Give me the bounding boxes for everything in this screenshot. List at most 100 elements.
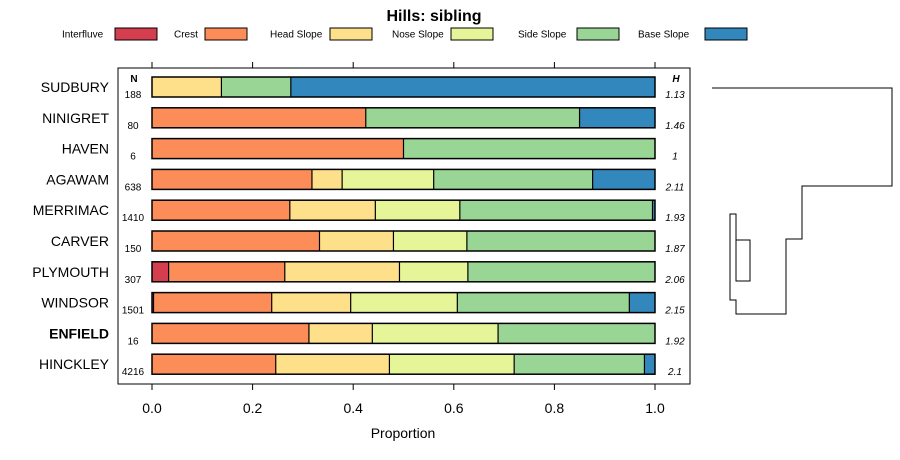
plot-frame bbox=[117, 67, 691, 385]
bar-segment-nose-slope bbox=[399, 261, 468, 282]
bar-segment-crest bbox=[168, 261, 285, 282]
h-value: 1.92 bbox=[665, 336, 685, 347]
h-value: 2.11 bbox=[665, 182, 685, 193]
bar-segment-nose-slope bbox=[375, 200, 460, 221]
bar-segment-nose-slope bbox=[342, 169, 434, 190]
bar-segment-base-slope bbox=[644, 354, 655, 375]
legend-swatch-base-slope bbox=[704, 27, 748, 41]
bar-outline bbox=[151, 107, 656, 129]
bar-segment-crest bbox=[152, 200, 290, 221]
bar-outline bbox=[151, 291, 656, 314]
bar-segment-side-slope bbox=[459, 200, 653, 221]
n-value: 16 bbox=[127, 336, 139, 347]
x-axis-label: Proportion bbox=[371, 425, 436, 441]
legend-swatch-head-slope bbox=[329, 27, 373, 41]
row-haven: HAVEN 6 1 bbox=[62, 137, 678, 163]
h-value: 1.87 bbox=[665, 244, 685, 255]
bar-segment-side-slope bbox=[457, 292, 630, 313]
bar-segment-nose-slope bbox=[372, 323, 499, 344]
x-tick-label: 0.6 bbox=[444, 400, 464, 416]
row-merrimac: MERRIMAC 1410 1.93 bbox=[33, 199, 685, 224]
bar-segment-head-slope bbox=[275, 354, 390, 375]
row-plymouth: PLYMOUTH 307 2.06 bbox=[32, 261, 685, 286]
legend: Interfluve Crest Head Slope Nose Slope Side … bbox=[62, 27, 748, 41]
row-hinckley: HINCKLEY 4216 2.1 bbox=[39, 353, 682, 378]
row-enfield: ENFIELD 16 1.92 bbox=[49, 322, 685, 347]
bar-segment-base-slope bbox=[592, 169, 655, 190]
category-label: SUDBURY bbox=[41, 79, 110, 95]
category-label: CARVER bbox=[51, 233, 109, 249]
row-sudbury: SUDBURY 188 1.13 bbox=[41, 76, 685, 101]
bar-segment-nose-slope bbox=[393, 231, 467, 251]
h-value: 1.46 bbox=[665, 121, 685, 132]
n-value: 1410 bbox=[122, 213, 145, 224]
bar-segment-interfluve bbox=[152, 292, 154, 313]
bar-segment-head-slope bbox=[308, 323, 373, 344]
bar-segment-side-slope bbox=[498, 323, 655, 344]
n-value: 6 bbox=[130, 152, 136, 163]
legend-label-crest: Crest bbox=[174, 30, 198, 41]
bar-segment-side-slope bbox=[466, 231, 655, 251]
bar-outline bbox=[151, 353, 656, 375]
x-tick-label: 1.0 bbox=[645, 400, 665, 416]
bar-segment-side-slope bbox=[221, 77, 291, 97]
bar-segment-crest bbox=[152, 354, 276, 375]
x-tick-label: 0.4 bbox=[343, 400, 363, 416]
n-value: 4216 bbox=[122, 367, 145, 378]
bar-segment-base-slope bbox=[579, 107, 655, 128]
legend-label-interfluve: Interfluve bbox=[62, 30, 104, 41]
category-label: WINDSOR bbox=[41, 295, 109, 311]
legend-swatch-nose-slope bbox=[450, 27, 494, 41]
bar-segment-crest bbox=[152, 323, 309, 344]
bar-outline bbox=[151, 199, 656, 221]
h-value: 1.93 bbox=[665, 213, 685, 224]
h-value: 2.06 bbox=[664, 275, 685, 286]
n-value: 307 bbox=[125, 275, 142, 286]
bar-segment-crest bbox=[152, 107, 366, 128]
bar-segment-crest bbox=[152, 138, 404, 159]
legend-label-base-slope: Base Slope bbox=[638, 30, 690, 41]
n-value: 1501 bbox=[122, 306, 145, 317]
bar-outline bbox=[151, 137, 656, 160]
bar-segment-head-slope bbox=[271, 292, 351, 313]
legend-label-nose-slope: Nose Slope bbox=[392, 30, 444, 41]
bar-segment-head-slope bbox=[319, 231, 394, 251]
x-tick-label: 0.2 bbox=[243, 400, 263, 416]
legend-label-head-slope: Head Slope bbox=[270, 30, 323, 41]
bar-segment-side-slope bbox=[403, 138, 655, 159]
legend-swatch-crest bbox=[204, 27, 248, 41]
bar-segment-nose-slope bbox=[350, 292, 458, 313]
row-windsor: WINDSOR 1501 2.15 bbox=[41, 291, 685, 317]
bar-segment-crest bbox=[152, 169, 312, 190]
category-label: ENFIELD bbox=[49, 325, 109, 341]
bar-segment-head-slope bbox=[152, 77, 222, 97]
legend-swatch-interfluve bbox=[114, 27, 158, 41]
bar-segment-head-slope bbox=[289, 200, 376, 221]
category-label: HAVEN bbox=[62, 141, 109, 157]
bar-segment-interfluve bbox=[152, 261, 169, 282]
h-column-header: H bbox=[672, 74, 680, 85]
bar-segment-side-slope bbox=[365, 107, 580, 128]
bar-segment-crest bbox=[152, 231, 320, 251]
category-label: NINIGRET bbox=[42, 110, 109, 126]
bar-rows: SUDBURY 188 1.13 NINIGRET 80 1.46 HAVEN 6 1 AGAWA… bbox=[32, 76, 685, 378]
bar-segment-base-slope bbox=[652, 200, 655, 221]
dendrogram bbox=[712, 87, 893, 315]
row-ninigret: NINIGRET 80 1.46 bbox=[42, 107, 685, 132]
n-value: 150 bbox=[125, 244, 142, 255]
bar-outline bbox=[151, 322, 656, 345]
n-column-header: N bbox=[130, 74, 137, 85]
bar-outline bbox=[151, 261, 656, 283]
bar-segment-head-slope bbox=[311, 169, 343, 190]
bar-segment-side-slope bbox=[467, 261, 655, 282]
bar-segment-nose-slope bbox=[389, 354, 515, 375]
h-value: 2.15 bbox=[664, 306, 685, 317]
bar-outline bbox=[151, 230, 656, 252]
x-tick-label: 0.8 bbox=[545, 400, 565, 416]
bar-outline bbox=[151, 76, 656, 98]
legend-swatch-side-slope bbox=[576, 27, 620, 41]
bar-segment-base-slope bbox=[290, 77, 655, 97]
bar-segment-head-slope bbox=[284, 261, 400, 282]
row-carver: CARVER 150 1.87 bbox=[51, 230, 685, 255]
bar-segment-side-slope bbox=[514, 354, 645, 375]
